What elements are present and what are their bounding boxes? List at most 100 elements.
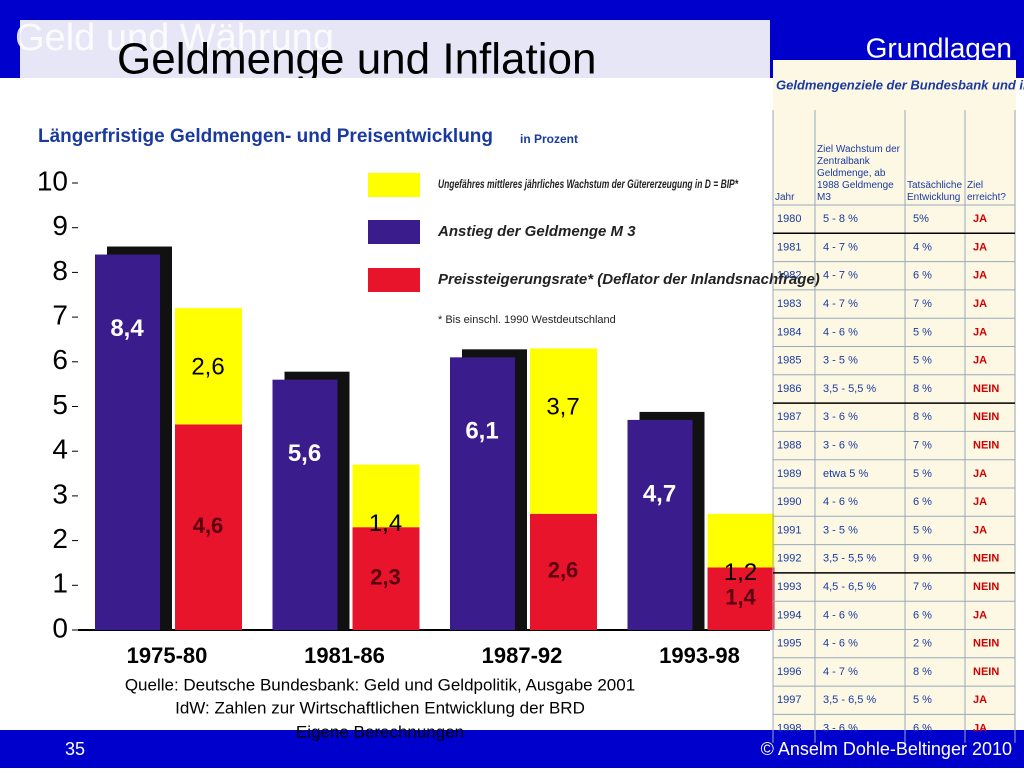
- table-cell: NEIN: [973, 383, 999, 395]
- y-tick-label: 4: [52, 434, 68, 465]
- table-cell: NEIN: [973, 411, 999, 423]
- slide-title: Geldmenge und Inflation: [117, 35, 596, 84]
- table-cell: JA: [973, 326, 987, 338]
- table-cell: 4 - 6 %: [823, 496, 858, 508]
- y-tick-label: 6: [52, 344, 68, 375]
- header-text: Ziel erreicht?: [967, 180, 1006, 203]
- table-cell: NEIN: [973, 581, 999, 593]
- table-cell: 6 %: [913, 722, 932, 734]
- table-cell: 2 %: [913, 638, 932, 650]
- title-box: [20, 20, 770, 78]
- table-cell: NEIN: [973, 553, 999, 565]
- table-cell: 7 %: [913, 581, 932, 593]
- table-header: Tatsächliche Entwicklung: [907, 180, 962, 203]
- x-tick-label: 1993-98: [659, 643, 740, 668]
- data-label: 1,2: [724, 559, 757, 586]
- table-cell: 3 - 5 %: [823, 355, 858, 367]
- bar: [450, 357, 515, 630]
- bar: [175, 308, 242, 425]
- legend-swatch: [368, 268, 420, 292]
- table-cell: 1987: [777, 411, 801, 423]
- table-cell: JA: [973, 213, 987, 225]
- legend-label: Anstieg der Geldmenge M 3: [437, 223, 636, 240]
- table-cell: JA: [973, 722, 987, 734]
- table-cell: 3 - 6 %: [823, 722, 858, 734]
- table-cell: NEIN: [973, 439, 999, 451]
- source-line: Quelle: Deutsche Bundesbank: Geld und Ge…: [125, 675, 635, 694]
- table-cell: 1980: [777, 213, 801, 225]
- table-cell: JA: [973, 241, 987, 253]
- table-cell: 3,5 - 5,5 %: [823, 383, 876, 395]
- table-cell: 3,5 - 5,5 %: [823, 553, 876, 565]
- table-cell: JA: [973, 298, 987, 310]
- table-cell: 1986: [777, 383, 801, 395]
- table-cell: 6 %: [913, 270, 932, 282]
- table-cell: 3 - 5 %: [823, 524, 858, 536]
- table-bg: [773, 60, 1016, 740]
- chart-subtitle: in Prozent: [520, 132, 578, 146]
- table-cell: 6 %: [913, 496, 932, 508]
- table-cell: 1990: [777, 496, 801, 508]
- table-cell: 4,5 - 6,5 %: [823, 581, 876, 593]
- data-label: 2,6: [191, 354, 224, 381]
- header-text: Jahr: [775, 192, 795, 203]
- table-cell: 5 %: [913, 468, 932, 480]
- x-tick-label: 1987-92: [482, 643, 563, 668]
- bar: [175, 424, 242, 630]
- x-tick-label: 1975-80: [127, 643, 208, 668]
- footnote: * Bis einschl. 1990 Westdeutschland: [438, 314, 616, 326]
- table-cell: 1991: [777, 524, 801, 536]
- table-cell: NEIN: [973, 666, 999, 678]
- bar: [272, 379, 338, 630]
- table-cell: JA: [973, 694, 987, 706]
- table-cell: 3 - 6 %: [823, 439, 858, 451]
- table-cell: 4 - 7 %: [823, 241, 858, 253]
- table-header: Jahr: [775, 192, 795, 203]
- table-cell: JA: [973, 270, 987, 282]
- table-cell: 1982: [777, 270, 801, 282]
- table-title: Geldmengenziele der Bundesbank und ihre …: [776, 77, 1024, 92]
- table-cell: 5 %: [913, 326, 932, 338]
- table-cell: JA: [973, 468, 987, 480]
- table-cell: JA: [973, 609, 987, 621]
- table-cell: 6 %: [913, 609, 932, 621]
- table-cell: 1995: [777, 638, 801, 650]
- table-cell: NEIN: [973, 638, 999, 650]
- table-cell: 4 - 6 %: [823, 638, 858, 650]
- table-cell: 1983: [777, 298, 801, 310]
- data-label: 1,4: [725, 585, 756, 610]
- y-tick-label: 1: [52, 568, 68, 599]
- y-tick-label: 0: [52, 612, 68, 643]
- table-cell: 9 %: [913, 553, 932, 565]
- table-cell: 4 %: [913, 241, 932, 253]
- table-cell: JA: [973, 524, 987, 536]
- table-cell: 7 %: [913, 298, 932, 310]
- y-tick-label: 10: [37, 165, 68, 196]
- table-cell: 8 %: [913, 383, 932, 395]
- table-cell: 1993: [777, 581, 801, 593]
- table-cell: 1994: [777, 609, 801, 621]
- table-cell: JA: [973, 355, 987, 367]
- table-cell: 5%: [913, 213, 929, 225]
- table-cell: 5 %: [913, 694, 932, 706]
- legend-label: Preissteigerungsrate* (Deflator der Inla…: [438, 271, 820, 288]
- data-label: 4,7: [643, 480, 676, 507]
- table-cell: 4 - 7 %: [823, 666, 858, 678]
- table-cell: 5 %: [913, 524, 932, 536]
- page-number: 35: [65, 739, 85, 759]
- source-line: IdW: Zahlen zur Wirtschaftlichen Entwick…: [175, 698, 585, 717]
- table-cell: 1997: [777, 694, 801, 706]
- y-tick-label: 3: [52, 478, 68, 509]
- data-label: 1,4: [369, 510, 402, 537]
- table-cell: 1998: [777, 722, 801, 734]
- table-cell: 1996: [777, 666, 801, 678]
- table-cell: JA: [973, 496, 987, 508]
- legend-swatch: [368, 173, 420, 197]
- legend-swatch: [368, 220, 420, 244]
- bar: [530, 513, 597, 630]
- bar: [352, 464, 420, 528]
- table-cell: 1992: [777, 553, 801, 565]
- y-tick-label: 5: [52, 389, 68, 420]
- table-cell: 1985: [777, 355, 801, 367]
